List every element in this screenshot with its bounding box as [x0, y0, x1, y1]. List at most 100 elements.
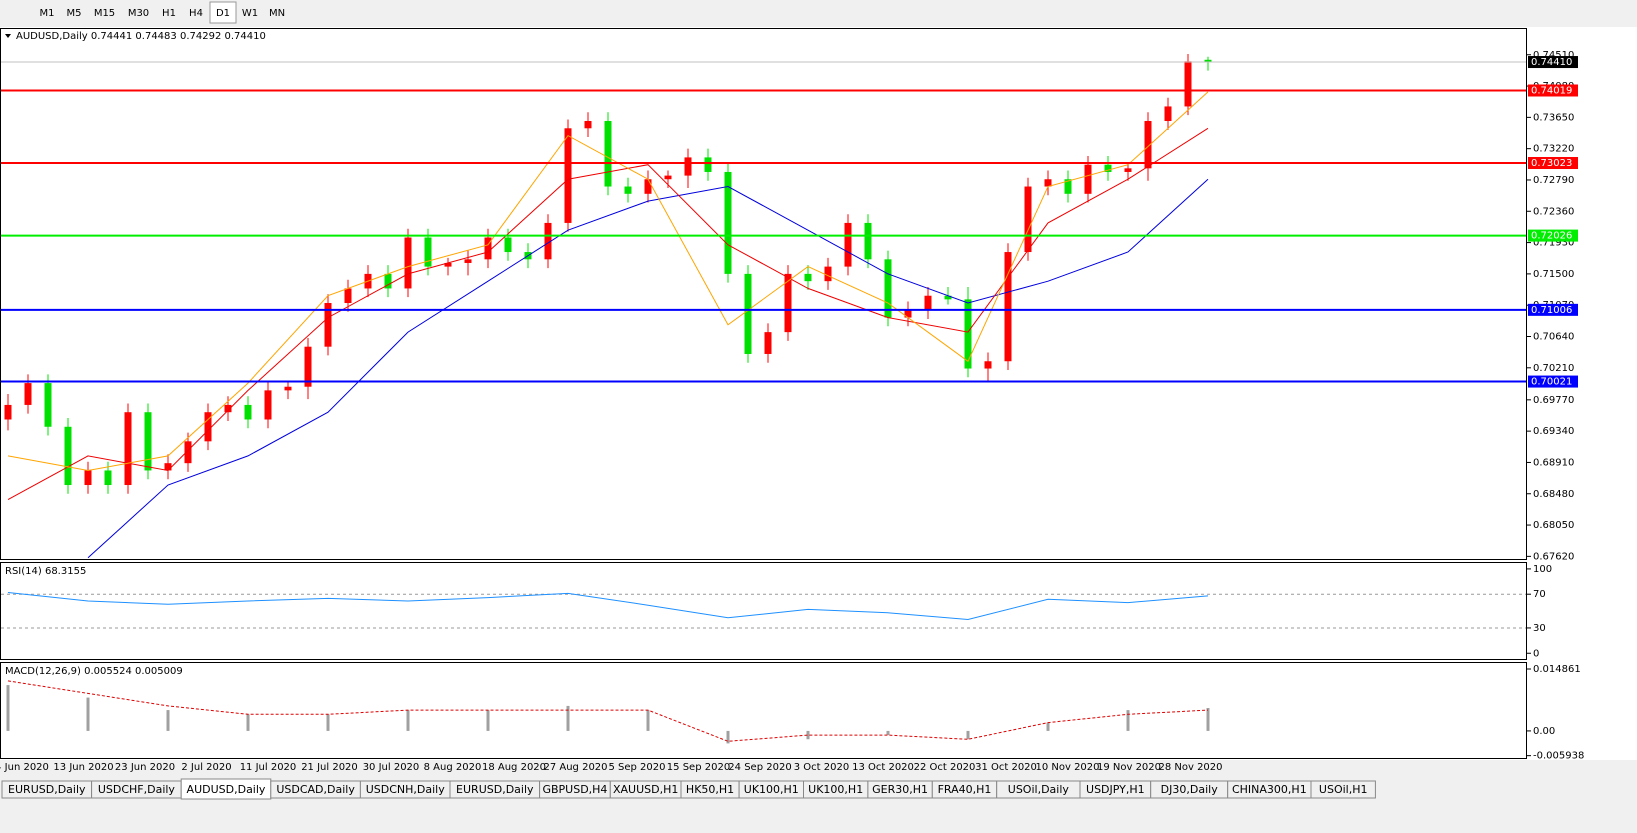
timeframe-label[interactable]: MN — [269, 8, 285, 19]
candle-body — [124, 412, 132, 486]
timeframe-label[interactable]: M15 — [94, 8, 115, 19]
candle-body — [904, 310, 912, 318]
candle-body — [264, 390, 272, 420]
symbol-tab-label[interactable]: UK100,H1 — [808, 783, 863, 796]
candle-body — [584, 121, 592, 129]
symbol-tab-label[interactable]: USDCHF,Daily — [98, 783, 176, 796]
candle-body — [784, 273, 792, 333]
symbol-tab-label[interactable]: GBPUSD,H4 — [542, 783, 607, 796]
symbol-tab-label[interactable]: HK50,H1 — [686, 783, 734, 796]
timeframe-label[interactable]: M1 — [40, 8, 55, 19]
symbol-tab-label[interactable]: USDJPY,H1 — [1086, 783, 1145, 796]
symbol-tab-label[interactable]: UK100,H1 — [744, 783, 799, 796]
main-panel — [0, 28, 1527, 560]
timeframe-label[interactable]: H4 — [189, 8, 203, 19]
symbol-tab-label[interactable]: USOil,Daily — [1008, 783, 1070, 796]
candle-body — [344, 288, 352, 304]
symbol-tab-label[interactable]: DJ30,Daily — [1161, 783, 1219, 796]
level-tag-label: 0.71006 — [1531, 305, 1572, 316]
timeframe-label[interactable]: D1 — [216, 8, 230, 19]
candle-body — [504, 237, 512, 253]
x-tick-label: 13 Jun 2020 — [53, 762, 113, 773]
macd-signal — [7, 680, 1209, 742]
candle-body — [284, 386, 292, 391]
y-tick-label: 0.72360 — [1533, 206, 1574, 217]
candle-body — [224, 404, 232, 413]
symbol-tab-label[interactable]: USDCNH,Daily — [366, 783, 446, 796]
candle-body — [844, 222, 852, 267]
symbol-tab-label[interactable]: EURUSD,Daily — [8, 783, 86, 796]
symbol-tab-label[interactable]: AUDUSD,Daily — [187, 783, 266, 796]
y-tick-label: 0.70210 — [1533, 363, 1574, 374]
candle-body — [1024, 186, 1032, 253]
symbol-tab-label[interactable]: CHINA300,H1 — [1232, 783, 1307, 796]
y-tick-label: 0.71930 — [1533, 238, 1574, 249]
y-tick-label: 0.68480 — [1533, 489, 1574, 500]
y-tick-label: 0.73220 — [1533, 144, 1574, 155]
candle-body — [544, 222, 552, 260]
symbol-tab-label[interactable]: EURUSD,Daily — [456, 783, 534, 796]
y-tick-label: 0 — [1533, 648, 1539, 659]
symbol-tab[interactable] — [1310, 780, 1376, 799]
price-area — [4, 54, 1212, 559]
chart-window — [0, 27, 1637, 760]
moving-average — [7, 91, 1209, 472]
timeframe-label[interactable]: W1 — [242, 8, 258, 19]
x-tick-label: 24 Sep 2020 — [728, 762, 791, 773]
timeframe-button[interactable] — [237, 2, 263, 23]
x-tick-label: 21 Jul 2020 — [301, 762, 358, 773]
symbol-tab-label[interactable]: USDCAD,Daily — [276, 783, 355, 796]
y-tick-label: 0.67620 — [1533, 551, 1574, 562]
symbol-tab-label[interactable]: FRA40,H1 — [938, 783, 992, 796]
timeframe-label[interactable]: M30 — [128, 8, 149, 19]
x-tick-label: 18 Aug 2020 — [482, 762, 546, 773]
candle-body — [704, 157, 712, 172]
timeframe-button[interactable] — [264, 2, 290, 23]
x-tick-label: 10 Nov 2020 — [1035, 762, 1099, 773]
current-price-tag — [1528, 56, 1578, 69]
timeframe-button[interactable] — [183, 2, 209, 23]
x-tick-label: 22 Oct 2020 — [914, 762, 976, 773]
timeframe-button[interactable] — [122, 2, 155, 23]
level-tag — [1528, 375, 1578, 388]
candle-body — [604, 121, 612, 187]
x-tick-label: 30 Jul 2020 — [363, 762, 420, 773]
candle-body — [1144, 121, 1152, 169]
timeframe-button[interactable] — [88, 2, 121, 23]
candle-body — [1064, 179, 1072, 194]
timeframe-label[interactable]: M5 — [67, 8, 82, 19]
symbol-tab-label[interactable]: GER30,H1 — [872, 783, 928, 796]
y-tick-label: 0.014861 — [1533, 664, 1581, 675]
y-tick-label: 0.71500 — [1533, 269, 1574, 280]
candle-body — [164, 463, 172, 471]
y-tick-label: 0.68910 — [1533, 457, 1574, 468]
candle-body — [1184, 61, 1192, 107]
y-tick-label: 0.73650 — [1533, 112, 1574, 123]
symbol-tab-label[interactable]: USOil,H1 — [1319, 783, 1368, 796]
candle-body — [1104, 164, 1112, 172]
timeframe-button[interactable] — [209, 1, 237, 24]
candle-body — [1164, 106, 1172, 122]
x-tick-label: 28 Nov 2020 — [1158, 762, 1222, 773]
timeframe-button[interactable] — [61, 2, 87, 23]
x-tick-label: 8 Aug 2020 — [424, 762, 482, 773]
timeframe-label[interactable]: H1 — [162, 8, 176, 19]
macd-title: MACD(12,26,9) 0.005524 0.005009 — [5, 666, 183, 677]
candle-body — [64, 426, 72, 486]
symbol-tab-label[interactable]: XAUUSD,H1 — [613, 783, 678, 796]
y-tick-label: 30 — [1533, 623, 1546, 634]
level-tag-label: 0.73023 — [1531, 158, 1572, 169]
x-tick-label: 13 Oct 2020 — [852, 762, 914, 773]
x-tick-label: 15 Sep 2020 — [667, 762, 730, 773]
y-tick-label: 0.68050 — [1533, 520, 1574, 531]
candle-body — [664, 175, 672, 180]
timeframe-button[interactable] — [156, 2, 182, 23]
candle-body — [1084, 164, 1092, 194]
y-tick-label: 100 — [1533, 564, 1552, 575]
x-tick-label: 23 Jun 2020 — [115, 762, 175, 773]
candle-body — [964, 299, 972, 369]
timeframe-button[interactable] — [34, 2, 60, 23]
candle-body — [804, 273, 812, 282]
macd-panel — [0, 662, 1527, 759]
